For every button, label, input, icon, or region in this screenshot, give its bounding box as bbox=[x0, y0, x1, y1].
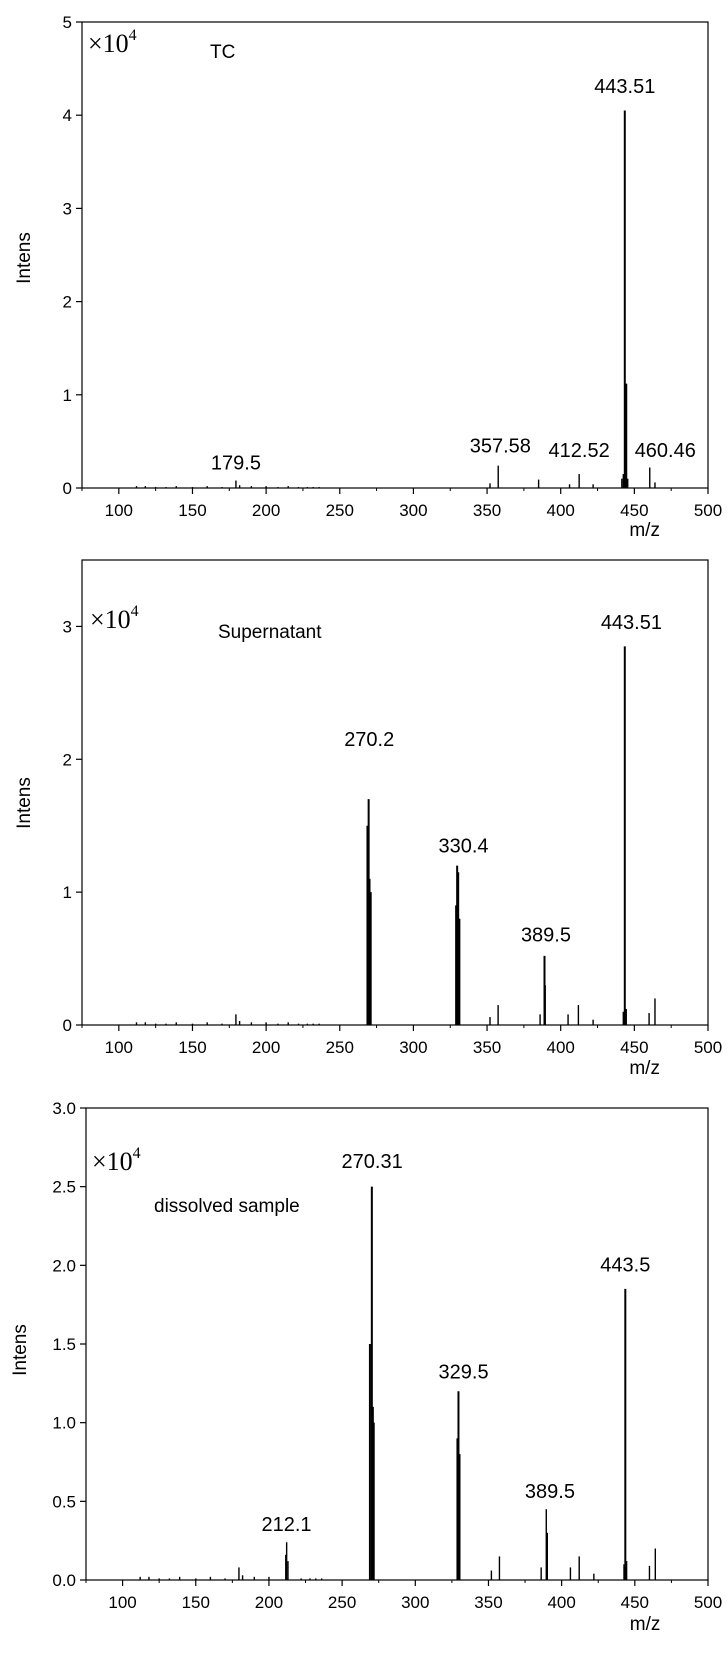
spectrum-panel-2: 100 150 200 250 300 350 400 450 500 0 1 2 3 270.2 330.… bbox=[14, 559, 722, 1079]
peak-label: 357.58 bbox=[470, 436, 531, 458]
multiplier-base: ×10 bbox=[88, 29, 129, 58]
peak-label: 389.5 bbox=[525, 1481, 575, 1503]
peak-label: 412.52 bbox=[549, 440, 610, 462]
x-tick-label: 400 bbox=[547, 1593, 575, 1612]
plot-frame bbox=[81, 559, 709, 1026]
y-tick-label: 0.0 bbox=[52, 1571, 76, 1590]
sample-label: TC bbox=[210, 42, 235, 63]
x-tick-label: 300 bbox=[399, 1038, 427, 1057]
y-tick-label: 2.5 bbox=[52, 1178, 76, 1197]
x-tick-label: 350 bbox=[474, 1593, 502, 1612]
x-tick-label: 100 bbox=[108, 1593, 136, 1612]
y-tick-label: 0 bbox=[63, 479, 72, 498]
plot-frame bbox=[81, 21, 709, 489]
x-tick-label: 400 bbox=[547, 1038, 575, 1057]
intensity-multiplier: ×104 bbox=[90, 603, 139, 634]
y-tick-label: 5 bbox=[63, 13, 72, 32]
x-axis-label: m/z bbox=[629, 520, 660, 541]
y-tick-label: 3 bbox=[63, 199, 72, 218]
peak-label: 330.4 bbox=[438, 835, 488, 857]
y-axis-label: Intens bbox=[14, 777, 35, 829]
x-tick-label: 350 bbox=[473, 501, 501, 520]
y-tick-label: 2 bbox=[63, 293, 72, 312]
y-tick-label: 3 bbox=[63, 617, 72, 636]
peak-label: 443.51 bbox=[594, 76, 655, 98]
x-tick-label: 200 bbox=[255, 1593, 283, 1612]
x-tick-label: 450 bbox=[620, 501, 648, 520]
sample-label: dissolved sample bbox=[154, 1196, 300, 1217]
spectrum-panel-3: 100 150 200 250 300 350 400 450 500 0.0 0.5 1.0 1.5 2… bbox=[10, 1099, 722, 1635]
intensity-multiplier: ×104 bbox=[92, 1145, 141, 1176]
y-tick-label: 4 bbox=[63, 106, 72, 125]
x-tick-label: 400 bbox=[547, 501, 575, 520]
x-tick-label: 450 bbox=[621, 1593, 649, 1612]
x-tick-label: 200 bbox=[252, 501, 280, 520]
multiplier-base: ×10 bbox=[92, 1147, 133, 1176]
y-axis-label: Intens bbox=[10, 1324, 31, 1376]
peak-label: 443.51 bbox=[601, 612, 662, 634]
peak-label: 270.31 bbox=[342, 1151, 403, 1173]
y-tick-label: 0 bbox=[63, 1016, 72, 1035]
x-tick-label: 200 bbox=[252, 1038, 280, 1057]
x-tick-label: 150 bbox=[178, 501, 206, 520]
multiplier-exponent: 4 bbox=[131, 603, 139, 620]
multiplier-base: ×10 bbox=[90, 605, 131, 634]
x-tick-label: 300 bbox=[401, 1593, 429, 1612]
x-tick-label: 100 bbox=[105, 501, 133, 520]
x-tick-label: 250 bbox=[326, 501, 354, 520]
peak-label: 270.2 bbox=[344, 729, 394, 751]
plot-frame bbox=[85, 1107, 709, 1581]
sample-label: Supernatant bbox=[218, 622, 322, 643]
x-tick-label: 350 bbox=[473, 1038, 501, 1057]
y-axis-label: Intens bbox=[14, 232, 35, 284]
peak-label: 329.5 bbox=[439, 1362, 489, 1384]
x-tick-label: 100 bbox=[105, 1038, 133, 1057]
y-tick-label: 1.0 bbox=[52, 1414, 76, 1433]
x-tick-label: 300 bbox=[399, 501, 427, 520]
multiplier-exponent: 4 bbox=[129, 27, 137, 44]
peak-label: 179.5 bbox=[211, 452, 261, 474]
x-tick-label: 500 bbox=[694, 501, 722, 520]
y-tick-label: 1 bbox=[63, 883, 72, 902]
peak-label: 389.5 bbox=[521, 924, 571, 946]
multiplier-exponent: 4 bbox=[133, 1145, 141, 1162]
x-axis-label: m/z bbox=[629, 1058, 660, 1079]
x-tick-label: 150 bbox=[182, 1593, 210, 1612]
y-tick-label: 1.5 bbox=[52, 1335, 76, 1354]
y-tick-label: 2.0 bbox=[52, 1256, 76, 1275]
x-tick-label: 150 bbox=[178, 1038, 206, 1057]
intensity-multiplier: ×104 bbox=[88, 27, 137, 58]
x-tick-label: 250 bbox=[326, 1038, 354, 1057]
y-tick-label: 3.0 bbox=[52, 1099, 76, 1118]
x-tick-label: 450 bbox=[620, 1038, 648, 1057]
x-tick-label: 500 bbox=[694, 1038, 722, 1057]
spectrum-panel-1: 100 150 200 250 300 350 400 450 500 0 1 2 3 4 5 179.5 35… bbox=[14, 13, 722, 541]
x-axis-label: m/z bbox=[630, 1614, 661, 1635]
y-tick-label: 1 bbox=[63, 386, 72, 405]
peak-label: 443.5 bbox=[600, 1255, 650, 1277]
y-tick-label: 2 bbox=[63, 750, 72, 769]
x-tick-label: 500 bbox=[694, 1593, 722, 1612]
peak-label: 460.46 bbox=[635, 440, 696, 462]
peak-label: 212.1 bbox=[261, 1514, 311, 1536]
x-tick-label: 250 bbox=[328, 1593, 356, 1612]
y-tick-label: 0.5 bbox=[52, 1492, 76, 1511]
